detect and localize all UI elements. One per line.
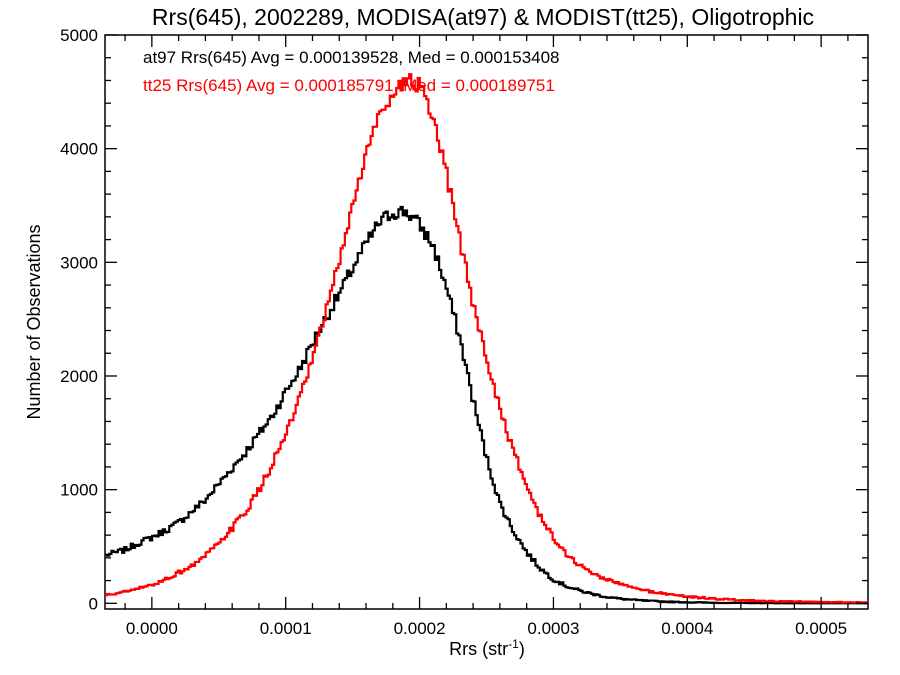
x-axis-label-close: ) — [519, 639, 525, 659]
annotation-tt25: tt25 Rrs(645) Avg = 0.000185791, Med = 0… — [143, 76, 555, 95]
x-tick-label: 0.0000 — [126, 619, 178, 638]
x-tick-label: 0.0001 — [260, 619, 312, 638]
x-axis-label-superscript: -1 — [508, 637, 519, 651]
ticks-group — [105, 34, 868, 609]
y-tick-label: 5000 — [60, 26, 98, 45]
y-tick-label: 1000 — [60, 481, 98, 500]
y-tick-label: 2000 — [60, 367, 98, 386]
y-axis-label: Number of Observations — [24, 224, 44, 419]
x-axis-label-main: Rrs (str — [449, 639, 508, 659]
y-tick-labels: 0 1000 2000 3000 4000 5000 — [60, 26, 98, 613]
y-tick-label: 3000 — [60, 253, 98, 272]
x-tick-label: 0.0004 — [661, 619, 713, 638]
plot-frame — [104, 34, 869, 610]
x-tick-labels: 0.0000 0.0001 0.0002 0.0003 0.0004 0.0005 — [126, 619, 847, 638]
series-group — [105, 73, 868, 605]
y-tick-label: 0 — [89, 594, 98, 613]
y-tick-label: 4000 — [60, 140, 98, 159]
chart-title: Rrs(645), 2002289, MODISA(at97) & MODIST… — [152, 4, 814, 30]
plot-area — [104, 34, 869, 610]
x-tick-label: 0.0002 — [394, 619, 446, 638]
annotation-at97: at97 Rrs(645) Avg = 0.000139528, Med = 0… — [143, 48, 560, 67]
series-at97-line — [105, 205, 868, 605]
x-axis-label: Rrs (str-1) — [449, 637, 525, 659]
x-tick-label: 0.0003 — [527, 619, 579, 638]
series-tt25-line — [105, 73, 868, 604]
x-tick-label: 0.0005 — [795, 619, 847, 638]
